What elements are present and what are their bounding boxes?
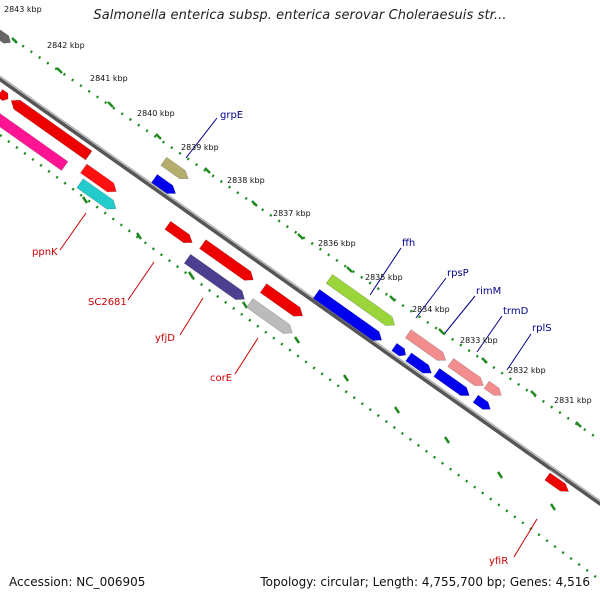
major-tick [549, 503, 557, 511]
leader-rpsP [415, 277, 447, 319]
major-tick [293, 336, 301, 344]
kbp-label: 2839 kbp [181, 143, 219, 152]
major-tick [135, 232, 143, 240]
major-tick [241, 301, 249, 309]
lower-tick-track [0, 133, 600, 582]
gene-red-edge[interactable] [0, 85, 12, 102]
gene-SC2681[interactable] [162, 217, 196, 247]
leader-lines [59, 117, 538, 558]
leader-rplS [506, 333, 532, 371]
gene-gray[interactable] [244, 294, 297, 337]
kbp-label: 2831 kbp [554, 396, 592, 405]
genome-title: Salmonella enterica subsp. enterica sero… [93, 8, 507, 23]
leader-yfiR [513, 518, 538, 558]
label-yfiR: yfiR [489, 556, 508, 567]
label-corE: corE [210, 373, 232, 384]
kbp-label: 2837 kbp [273, 209, 311, 218]
gene-yfjD[interactable] [182, 250, 250, 304]
gene-red-small[interactable] [78, 159, 121, 196]
major-tick [481, 357, 488, 364]
label-ffh: ffh [402, 238, 415, 249]
gene-gray-edge[interactable] [0, 25, 15, 47]
leader-grpE [185, 117, 218, 159]
leader-yfjD [179, 297, 204, 336]
kbp-label: 2835 kbp [365, 273, 403, 282]
gene-ppnK[interactable] [0, 105, 70, 171]
kbp-label: 2841 kbp [90, 74, 128, 83]
major-tick [11, 37, 18, 44]
label-SC2681: SC2681 [88, 297, 127, 308]
label-rimM: rimM [476, 286, 501, 297]
leader-ffh [369, 247, 402, 296]
gene-rpsP[interactable] [403, 325, 451, 364]
major-tick [393, 406, 401, 414]
leader-ppnK [59, 212, 87, 251]
major-tick [438, 328, 445, 335]
major-tick [56, 67, 63, 74]
gene-blue-3[interactable] [389, 339, 410, 359]
label-rpsP: rpsP [447, 268, 469, 279]
genome-summary: Topology: circular; Length: 4,755,700 bp… [260, 575, 590, 589]
leader-trmD [476, 315, 503, 353]
label-yfjD: yfjD [155, 333, 175, 344]
major-tick [187, 271, 195, 279]
gene-blue-6[interactable] [471, 390, 495, 413]
gene-features[interactable] [0, 25, 573, 496]
leader-corE [234, 337, 259, 375]
gene-blue-5[interactable] [431, 364, 474, 399]
tick-tracks [0, 37, 600, 582]
major-tick [443, 436, 451, 444]
major-tick [342, 374, 350, 382]
gene-rimM[interactable] [445, 354, 488, 389]
major-tick [204, 167, 211, 174]
kbp-label: 2834 kbp [412, 305, 450, 314]
gene-red-mid[interactable] [197, 235, 258, 284]
gene-grpE[interactable] [158, 153, 192, 183]
gene-yfiR[interactable] [542, 468, 573, 496]
accession-label: Accession: NC_006905 [9, 575, 146, 589]
major-tick [107, 101, 114, 108]
upper-tick-track [13, 38, 600, 442]
kbp-label: 2840 kbp [137, 109, 175, 118]
genome-backbone [0, 75, 600, 506]
gene-block-red[interactable] [6, 91, 94, 161]
major-tick [389, 295, 396, 302]
kbp-label: 2836 kbp [318, 239, 356, 248]
gene-trmD[interactable] [482, 376, 506, 399]
gene-cyan[interactable] [74, 174, 120, 214]
backbone-highlight [0, 75, 600, 502]
major-tick [496, 471, 504, 479]
kbp-label: 2843 kbp [4, 5, 42, 14]
label-grpE: grpE [220, 110, 243, 121]
kbp-label: 2832 kbp [508, 366, 546, 375]
label-rplS: rplS [532, 323, 552, 334]
major-tick [575, 421, 582, 428]
gene-blue-2[interactable] [311, 285, 387, 344]
map-labels: 2843 kbp 2842 kbp 2841 kbp 2840 kbp 2839 kbp… [4, 5, 592, 567]
major-tick [346, 266, 353, 273]
leader-SC2681 [127, 261, 155, 301]
major-tick [155, 133, 162, 140]
backbone-line [0, 75, 600, 506]
kbp-label: 2833 kbp [460, 336, 498, 345]
label-trmD: trmD [503, 306, 529, 317]
gene-blue-4[interactable] [403, 348, 436, 378]
major-tick [251, 200, 258, 207]
major-tick [81, 196, 89, 204]
kbp-label: 2842 kbp [47, 41, 85, 50]
kbp-label: 2838 kbp [227, 176, 265, 185]
gene-corE[interactable] [258, 279, 308, 320]
gene-blue-1[interactable] [149, 170, 180, 197]
gene-ffh[interactable] [324, 270, 400, 329]
major-tick [530, 390, 537, 397]
major-tick [297, 233, 304, 240]
leader-rimM [444, 295, 476, 334]
label-ppnK: ppnK [32, 247, 58, 258]
